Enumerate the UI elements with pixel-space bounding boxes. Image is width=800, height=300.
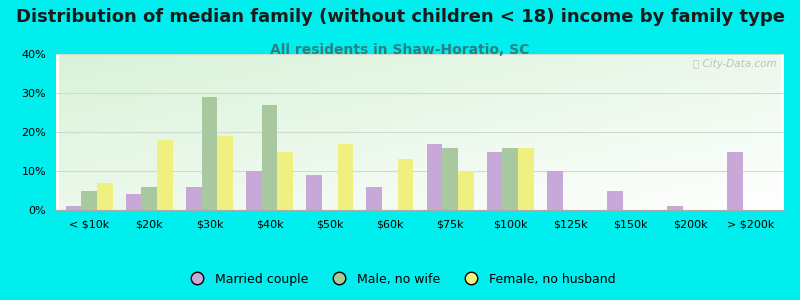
Bar: [518, 148, 534, 210]
Bar: [442, 148, 458, 210]
Bar: [186, 187, 202, 210]
Legend: Married couple, Male, no wife, Female, no husband: Married couple, Male, no wife, Female, n…: [180, 268, 620, 291]
Text: All residents in Shaw-Horatio, SC: All residents in Shaw-Horatio, SC: [270, 44, 530, 58]
Bar: [607, 190, 622, 210]
Bar: [218, 136, 233, 210]
Bar: [338, 144, 354, 210]
Bar: [667, 206, 683, 210]
Bar: [262, 105, 278, 210]
Bar: [366, 187, 382, 210]
Bar: [547, 171, 562, 210]
Bar: [486, 152, 502, 210]
Bar: [502, 148, 518, 210]
Bar: [426, 144, 442, 210]
Bar: [278, 152, 293, 210]
Bar: [398, 159, 414, 210]
Bar: [126, 194, 142, 210]
Bar: [82, 190, 97, 210]
Bar: [246, 171, 262, 210]
Bar: [306, 175, 322, 210]
Text: ⓘ City-Data.com: ⓘ City-Data.com: [693, 59, 777, 69]
Bar: [66, 206, 82, 210]
Bar: [202, 97, 218, 210]
Bar: [157, 140, 173, 210]
Bar: [458, 171, 474, 210]
Bar: [142, 187, 157, 210]
Bar: [97, 183, 113, 210]
Text: Distribution of median family (without children < 18) income by family type: Distribution of median family (without c…: [15, 8, 785, 26]
Bar: [727, 152, 743, 210]
